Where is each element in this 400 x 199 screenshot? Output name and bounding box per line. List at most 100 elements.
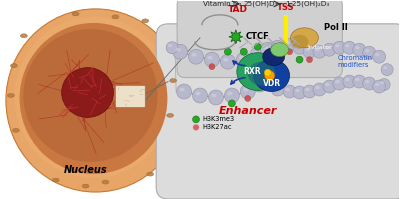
Ellipse shape — [290, 35, 308, 49]
Text: Enhancer: Enhancer — [218, 106, 277, 116]
Ellipse shape — [345, 78, 350, 81]
Ellipse shape — [355, 78, 360, 81]
Ellipse shape — [174, 49, 180, 53]
Circle shape — [333, 77, 346, 90]
Circle shape — [177, 84, 192, 99]
Circle shape — [209, 64, 215, 70]
Ellipse shape — [243, 88, 248, 91]
Ellipse shape — [305, 48, 310, 51]
Circle shape — [245, 96, 251, 101]
Circle shape — [254, 43, 261, 50]
Circle shape — [333, 41, 346, 54]
Ellipse shape — [315, 86, 320, 89]
Ellipse shape — [147, 172, 154, 176]
Circle shape — [293, 41, 306, 54]
Ellipse shape — [305, 88, 310, 91]
Ellipse shape — [380, 81, 384, 84]
Circle shape — [323, 80, 336, 93]
Ellipse shape — [26, 29, 161, 166]
Circle shape — [240, 48, 247, 55]
Text: CTCF: CTCF — [246, 32, 270, 41]
Circle shape — [363, 46, 376, 59]
Ellipse shape — [365, 49, 370, 52]
Ellipse shape — [52, 178, 59, 182]
Text: Chromatin
modifiers: Chromatin modifiers — [337, 55, 372, 68]
Ellipse shape — [325, 46, 330, 49]
Ellipse shape — [211, 94, 216, 97]
Circle shape — [293, 86, 306, 99]
Circle shape — [323, 43, 336, 56]
Circle shape — [262, 80, 268, 86]
Circle shape — [373, 50, 386, 63]
Ellipse shape — [195, 92, 201, 95]
Ellipse shape — [239, 56, 244, 60]
Circle shape — [193, 124, 199, 131]
Ellipse shape — [8, 94, 14, 98]
Text: H3K3me3: H3K3me3 — [202, 116, 234, 122]
Ellipse shape — [72, 12, 79, 16]
Ellipse shape — [170, 79, 177, 83]
Circle shape — [378, 79, 390, 91]
Ellipse shape — [254, 60, 290, 92]
Ellipse shape — [325, 83, 330, 86]
Ellipse shape — [285, 41, 290, 44]
Circle shape — [363, 77, 376, 90]
Ellipse shape — [168, 44, 172, 47]
Ellipse shape — [290, 28, 318, 48]
Circle shape — [224, 88, 239, 103]
Text: 25(OH)D₃: 25(OH)D₃ — [244, 1, 278, 7]
Ellipse shape — [207, 56, 212, 60]
Circle shape — [236, 52, 251, 67]
Circle shape — [343, 41, 356, 54]
Text: H3K27ac: H3K27ac — [202, 124, 232, 130]
FancyBboxPatch shape — [156, 24, 400, 199]
Circle shape — [296, 56, 303, 63]
Circle shape — [381, 64, 393, 76]
Text: Vitamin D₃: Vitamin D₃ — [203, 1, 241, 7]
Circle shape — [303, 85, 316, 98]
Text: TAD: TAD — [228, 5, 248, 14]
Ellipse shape — [62, 68, 114, 117]
Ellipse shape — [15, 17, 172, 178]
Circle shape — [224, 48, 231, 55]
Ellipse shape — [223, 58, 228, 61]
Circle shape — [343, 75, 356, 88]
Circle shape — [303, 45, 316, 58]
Ellipse shape — [273, 86, 278, 89]
Ellipse shape — [176, 48, 181, 52]
Ellipse shape — [375, 83, 380, 86]
Ellipse shape — [375, 53, 380, 56]
Ellipse shape — [355, 46, 360, 49]
Circle shape — [373, 80, 386, 93]
Polygon shape — [229, 30, 243, 44]
Ellipse shape — [295, 89, 300, 92]
Text: Initiator: Initiator — [307, 45, 332, 50]
Circle shape — [306, 57, 312, 63]
Circle shape — [228, 100, 235, 107]
Circle shape — [204, 52, 220, 67]
FancyBboxPatch shape — [177, 0, 342, 78]
Ellipse shape — [273, 43, 278, 46]
Ellipse shape — [82, 184, 89, 188]
Text: Nucleus: Nucleus — [64, 165, 107, 175]
Ellipse shape — [102, 180, 109, 184]
Circle shape — [260, 42, 275, 57]
Circle shape — [188, 49, 204, 64]
Ellipse shape — [335, 80, 340, 83]
Ellipse shape — [192, 53, 197, 57]
Ellipse shape — [167, 113, 174, 117]
Ellipse shape — [180, 88, 185, 91]
Ellipse shape — [263, 48, 284, 66]
Text: RXR: RXR — [243, 67, 260, 76]
Ellipse shape — [6, 9, 185, 192]
Circle shape — [271, 83, 284, 96]
Circle shape — [283, 85, 296, 98]
Circle shape — [271, 40, 284, 53]
Circle shape — [286, 49, 292, 55]
Ellipse shape — [20, 34, 27, 38]
Circle shape — [264, 69, 271, 76]
Circle shape — [192, 88, 208, 103]
FancyArrowPatch shape — [233, 61, 245, 66]
Circle shape — [283, 38, 296, 51]
Circle shape — [240, 84, 255, 99]
